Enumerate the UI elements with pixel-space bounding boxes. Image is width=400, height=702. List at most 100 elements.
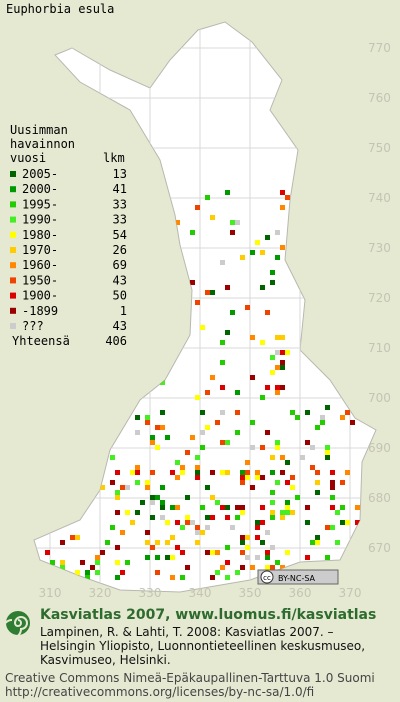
occurrence-square <box>295 495 300 500</box>
occurrence-square <box>225 560 230 565</box>
occurrence-square <box>220 410 225 415</box>
occurrence-square <box>155 540 160 545</box>
occurrence-square <box>270 270 275 275</box>
occurrence-square <box>155 570 160 575</box>
occurrence-square <box>150 515 155 520</box>
footer-heading: Kasviatlas 2007, www.luomus.fi/kasviatla… <box>40 607 376 623</box>
occurrence-square <box>280 245 285 250</box>
occurrence-square <box>225 470 230 475</box>
occurrence-square <box>220 505 225 510</box>
occurrence-square <box>165 555 170 560</box>
y-tick-label: 720 <box>368 291 391 305</box>
x-tick-label: 350 <box>239 586 262 600</box>
occurrence-square <box>80 560 85 565</box>
occurrence-square <box>145 420 150 425</box>
legend-label: 1900- <box>22 289 58 303</box>
occurrence-square <box>330 480 335 485</box>
occurrence-square <box>310 445 315 450</box>
occurrence-square <box>280 360 285 365</box>
legend-label: ??? <box>22 319 44 333</box>
occurrence-square <box>260 445 265 450</box>
occurrence-square <box>85 570 90 575</box>
y-tick-label: 700 <box>368 391 391 405</box>
occurrence-square <box>145 540 150 545</box>
occurrence-square <box>200 410 205 415</box>
occurrence-square <box>340 520 345 525</box>
occurrence-square <box>240 565 245 570</box>
occurrence-square <box>225 575 230 580</box>
occurrence-square <box>345 410 350 415</box>
occurrence-square <box>75 535 80 540</box>
occurrence-square <box>325 455 330 460</box>
occurrence-square <box>255 555 260 560</box>
occurrence-square <box>160 410 165 415</box>
legend-label: 2005- <box>22 167 58 181</box>
occurrence-square <box>290 410 295 415</box>
occurrence-square <box>210 375 215 380</box>
occurrence-square <box>95 570 100 575</box>
occurrence-square <box>155 425 160 430</box>
occurrence-square <box>135 430 140 435</box>
y-tick-label: 760 <box>368 91 391 105</box>
occurrence-square <box>280 365 285 370</box>
occurrence-square <box>260 250 265 255</box>
occurrence-square <box>155 445 160 450</box>
occurrence-square <box>280 565 285 570</box>
occurrence-square <box>145 485 150 490</box>
finland-outline <box>33 21 377 593</box>
occurrence-square <box>145 530 150 535</box>
occurrence-square <box>120 570 125 575</box>
occurrence-square <box>325 450 330 455</box>
occurrence-square <box>250 445 255 450</box>
occurrence-square <box>315 480 320 485</box>
occurrence-square <box>340 480 345 485</box>
occurrence-square <box>315 470 320 475</box>
occurrence-square <box>240 550 245 555</box>
occurrence-square <box>340 505 345 510</box>
x-tick-label: 360 <box>289 586 312 600</box>
occurrence-square <box>270 510 275 515</box>
occurrence-square <box>310 465 315 470</box>
occurrence-square <box>220 470 225 475</box>
occurrence-square <box>225 190 230 195</box>
occurrence-square <box>305 520 310 525</box>
occurrence-square <box>265 385 270 390</box>
occurrence-square <box>285 480 290 485</box>
occurrence-square <box>195 395 200 400</box>
occurrence-square <box>130 520 135 525</box>
occurrence-square <box>305 505 310 510</box>
occurrence-square <box>185 520 190 525</box>
occurrence-square <box>135 415 140 420</box>
occurrence-square <box>345 470 350 475</box>
occurrence-square <box>235 410 240 415</box>
occurrence-square <box>265 430 270 435</box>
occurrence-square <box>285 505 290 510</box>
occurrence-square <box>50 560 55 565</box>
cc-badge: cc BY-NC-SA <box>257 569 339 585</box>
occurrence-square <box>305 440 310 445</box>
occurrence-square <box>235 570 240 575</box>
legend-swatch <box>10 247 16 253</box>
occurrence-square <box>335 540 340 545</box>
occurrence-square <box>265 555 270 560</box>
occurrence-square <box>265 565 270 570</box>
occurrence-square <box>160 425 165 430</box>
occurrence-square <box>275 230 280 235</box>
occurrence-square <box>105 540 110 545</box>
legend-swatch <box>10 186 16 193</box>
occurrence-square <box>195 205 200 210</box>
occurrence-square <box>195 540 200 545</box>
occurrence-square <box>325 525 330 530</box>
occurrence-square <box>240 255 245 260</box>
occurrence-square <box>205 425 210 430</box>
occurrence-square <box>240 505 245 510</box>
occurrence-square <box>250 485 255 490</box>
occurrence-square <box>285 350 290 355</box>
occurrence-square <box>260 285 265 290</box>
occurrence-square <box>175 220 180 225</box>
occurrence-square <box>330 505 335 510</box>
legend-count: 41 <box>113 182 127 196</box>
occurrence-square <box>205 525 210 530</box>
occurrence-square <box>150 440 155 445</box>
occurrence-square <box>235 220 240 225</box>
